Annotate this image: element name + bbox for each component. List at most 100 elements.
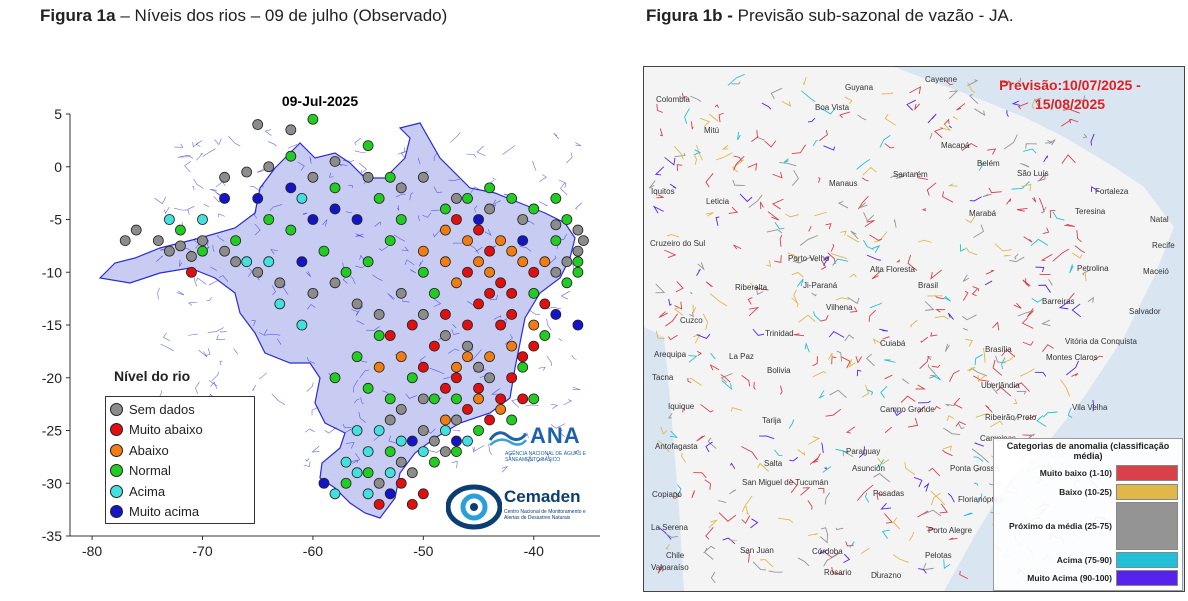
forecast-river-segment [843, 553, 851, 564]
legend-label: Muito acima [129, 504, 200, 520]
forecast-river-segment [709, 293, 728, 307]
river-segment [525, 404, 539, 407]
station-point-sem-dados [395, 456, 407, 468]
river-segment [282, 284, 289, 295]
station-point-normal [230, 235, 242, 247]
station-point-normal [329, 182, 341, 194]
river-segment [574, 449, 580, 453]
forecast-river-segment [978, 161, 984, 171]
forecast-river-segment [807, 500, 813, 510]
river-segment [560, 182, 568, 196]
forecast-river-segment [931, 364, 941, 368]
forecast-river-segment [947, 183, 958, 187]
station-point-muito-abaixo [373, 498, 385, 510]
forecast-river-segment [766, 229, 783, 234]
forecast-river-segment [1023, 148, 1037, 154]
legend-label: Muito baixo (1-10) [1039, 468, 1112, 478]
legend-swatch [1116, 484, 1178, 500]
river-segment [154, 196, 167, 205]
forecast-river-segment [973, 224, 984, 238]
forecast-river-segment [975, 412, 989, 418]
forecast-river-segment [893, 517, 901, 530]
forecast-river-segment [830, 243, 835, 252]
forecast-river-segment [788, 419, 795, 429]
forecast-river-segment [909, 86, 922, 94]
forecast-river-segment [845, 426, 856, 434]
station-point-muito-acima [329, 203, 341, 215]
forecast-river-segment [941, 449, 953, 457]
forecast-river-segment [949, 537, 958, 541]
forecast-river-segment [1092, 355, 1104, 362]
station-point-sem-dados [572, 224, 584, 236]
river-segment [164, 206, 170, 215]
forecast-river-segment [857, 195, 869, 210]
forecast-river-segment [881, 92, 894, 95]
forecast-river-segment [800, 487, 811, 496]
station-point-normal [263, 214, 275, 225]
city-label: Porto Alegre [928, 526, 973, 535]
station-point-normal [473, 425, 484, 436]
forecast-river-segment [934, 405, 941, 411]
river-segment [214, 138, 222, 146]
city-label: Belém [977, 159, 1000, 168]
river-segment [258, 329, 268, 336]
station-point-sem-dados [230, 256, 242, 268]
station-point-normal [417, 266, 429, 278]
river-segment [196, 277, 207, 285]
legend-item-acima: Acima [106, 481, 254, 502]
forecast-river-segment [914, 103, 921, 111]
station-point-acima [197, 214, 208, 225]
river-segment [476, 145, 486, 157]
city-label: Ponta Grossa [950, 464, 999, 473]
station-point-muito-abaixo [462, 319, 473, 331]
forecast-river-segment [718, 512, 737, 522]
forecast-river-segment [974, 353, 983, 366]
forecast-river-segment [1011, 181, 1030, 190]
station-point-abaixo [395, 351, 407, 363]
forecast-river-segment [673, 306, 684, 316]
y-tick-label: -35 [42, 528, 62, 544]
forecast-river-segment [932, 371, 941, 381]
forecast-river-segment [896, 259, 901, 263]
forecast-river-segment [942, 445, 952, 451]
forecast-river-segment [705, 173, 714, 188]
station-point-sem-dados [197, 235, 208, 247]
forecast-river-segment [741, 515, 751, 524]
forecast-river-segment [955, 421, 966, 427]
forecast-river-segment [680, 452, 686, 463]
forecast-river-segment [969, 196, 982, 202]
forecast-river-segment [774, 221, 785, 230]
river-segment [305, 458, 310, 462]
station-point-abaixo [440, 256, 451, 268]
forecast-river-segment [757, 462, 770, 472]
forecast-river-segment [866, 388, 874, 396]
forecast-river-segment [766, 260, 772, 268]
forecast-river-segment [648, 180, 656, 189]
river-segment [410, 269, 417, 274]
station-point-normal [528, 203, 540, 215]
river-segment [491, 388, 500, 395]
station-point-normal [373, 330, 385, 341]
forecast-river-segment [813, 311, 822, 322]
river-segment [272, 285, 276, 296]
forecast-river-segment [840, 230, 847, 236]
station-point-abaixo [539, 256, 551, 268]
station-point-abaixo [495, 235, 507, 247]
river-segment [418, 215, 420, 222]
river-segment [492, 177, 497, 180]
forecast-river-segment [825, 408, 842, 417]
forecast-river-segment [930, 492, 941, 506]
forecast-river-segment [965, 215, 976, 224]
forecast-river-segment [892, 407, 903, 417]
river-segment [306, 357, 316, 364]
forecast-river-segment [728, 206, 739, 214]
river-segment [558, 179, 567, 188]
forecast-river-segment [977, 493, 983, 504]
station-point-abaixo [440, 224, 451, 236]
station-point-muito-abaixo [406, 319, 418, 331]
forecast-river-segment [753, 381, 756, 390]
forecast-river-segment [957, 422, 965, 429]
forecast-river-segment [730, 407, 742, 412]
forecast-river-segment [752, 328, 765, 336]
forecast-river-segment [739, 193, 753, 203]
